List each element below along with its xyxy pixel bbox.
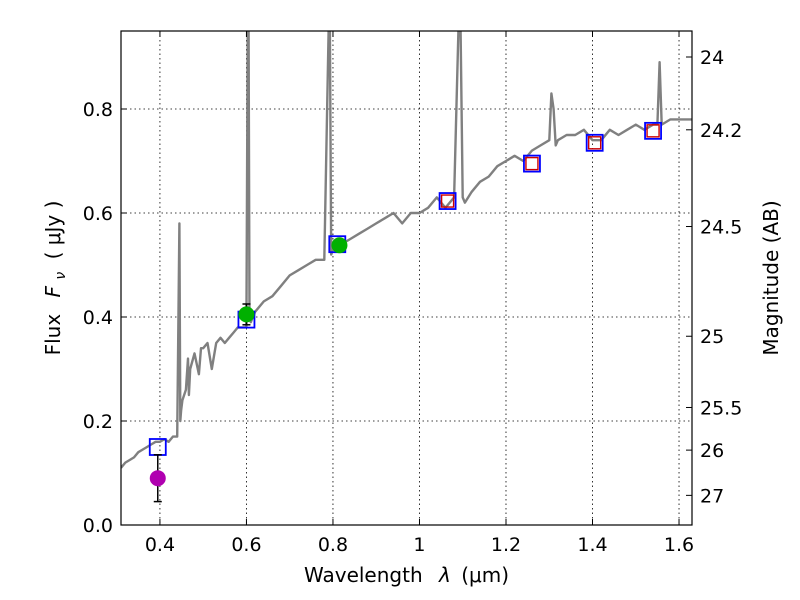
y-tick-label: 0.8 <box>83 99 113 121</box>
axis-ticks: 0.4 0.6 0.8 1 1.2 1.4 1.6 0.0 0.2 0.4 0.6 0.8 24 24.2… <box>83 31 742 556</box>
x-axis-label-unit: (μm) <box>461 563 509 587</box>
model-box-marker <box>523 154 541 173</box>
observed-box-marker <box>646 124 660 138</box>
y-axis-label-unit: ( μJy ) <box>41 201 65 260</box>
x-tick-label: 1.6 <box>664 534 694 556</box>
y-axis-label: Flux F ν ( μJy ) <box>41 201 70 356</box>
green-data-point <box>331 237 348 254</box>
right-axis-label: Magnitude (AB) <box>759 200 783 355</box>
right-tick-label: 26 <box>700 440 724 462</box>
x-tick-label: 0.6 <box>231 534 261 556</box>
y-tick-label: 0.2 <box>83 411 113 433</box>
y-axis-label-subscript: ν <box>53 272 69 280</box>
right-tick-label: 24.2 <box>700 120 742 142</box>
right-tick-label: 27 <box>700 485 724 507</box>
x-axis-label-text: Wavelength <box>304 563 423 587</box>
model-box-marker <box>585 133 604 152</box>
right-tick-label: 24 <box>700 47 724 69</box>
plot-area <box>121 31 692 503</box>
model-box-marker <box>644 121 662 140</box>
x-axis-label: Wavelength λ (μm) <box>304 563 509 587</box>
x-tick-label: 1.2 <box>491 534 521 556</box>
y-axis-label-text: Flux <box>41 314 65 356</box>
green-data-point <box>238 306 255 323</box>
right-tick-label: 25.5 <box>700 397 742 419</box>
sed-curve-line <box>121 31 692 469</box>
model-box-marker <box>438 192 457 210</box>
y-tick-label: 0.0 <box>83 515 113 537</box>
x-tick-label: 1.4 <box>577 534 607 556</box>
observed-box-marker <box>587 136 602 150</box>
y-tick-label: 0.4 <box>83 307 113 329</box>
grid-lines <box>121 31 692 526</box>
observed-box-marker <box>525 156 539 171</box>
magenta-data-point <box>149 470 166 487</box>
y-axis-label-symbol: F <box>41 285 65 297</box>
x-axis-label-symbol: λ <box>438 563 451 587</box>
x-tick-label: 0.8 <box>318 534 348 556</box>
plot-frame <box>120 30 693 526</box>
observed-box-marker <box>440 194 455 208</box>
y-tick-label: 0.6 <box>83 203 113 225</box>
x-tick-label: 1 <box>413 534 425 556</box>
x-tick-label: 0.4 <box>145 534 175 556</box>
right-tick-label: 25 <box>700 326 724 348</box>
right-tick-label: 24.5 <box>700 217 742 239</box>
